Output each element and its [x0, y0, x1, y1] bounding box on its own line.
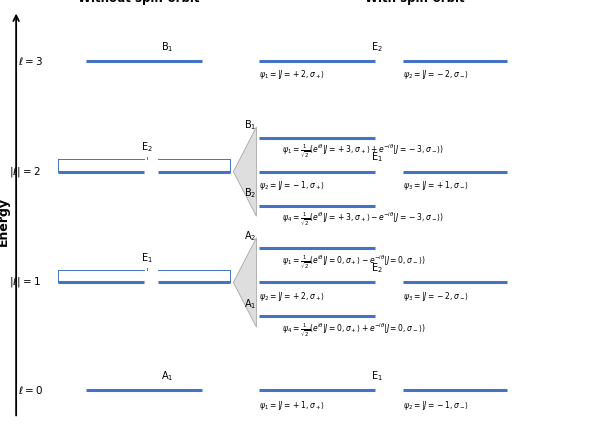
- Text: $\psi_1 = \frac{1}{\sqrt{2}}(e^{i\theta}|J = 0, \sigma_+\rangle - e^{-i\theta}|J: $\psi_1 = \frac{1}{\sqrt{2}}(e^{i\theta}…: [283, 254, 426, 271]
- Text: B$_2$: B$_2$: [244, 186, 257, 200]
- Text: $\psi_4 = \frac{1}{\sqrt{2}}(e^{i\theta}|J = +3, \sigma_+\rangle - e^{-i\theta}|: $\psi_4 = \frac{1}{\sqrt{2}}(e^{i\theta}…: [283, 211, 445, 228]
- Text: B$_1$: B$_1$: [244, 118, 257, 132]
- Text: $\psi_3 = |J = +1, \sigma_-\rangle$: $\psi_3 = |J = +1, \sigma_-\rangle$: [404, 179, 469, 192]
- Text: A$_1$: A$_1$: [244, 297, 257, 311]
- Text: B$_1$: B$_1$: [161, 40, 173, 54]
- Text: $\psi_2 = |J = -1, \sigma_+\rangle$: $\psi_2 = |J = -1, \sigma_+\rangle$: [260, 179, 325, 192]
- Text: $\psi_1 = \frac{1}{\sqrt{2}}(e^{i\theta}|J = +3, \sigma_+\rangle + e^{-i\theta}|: $\psi_1 = \frac{1}{\sqrt{2}}(e^{i\theta}…: [283, 143, 445, 160]
- Text: $\psi_1 = |J = +2, \sigma_+\rangle$: $\psi_1 = |J = +2, \sigma_+\rangle$: [260, 68, 325, 81]
- Text: $|\ell| = 2$: $|\ell| = 2$: [9, 165, 41, 178]
- Text: $\psi_3 = |J = -2, \sigma_-\rangle$: $\psi_3 = |J = -2, \sigma_-\rangle$: [404, 290, 469, 302]
- Text: A$_2$: A$_2$: [244, 229, 257, 243]
- Text: $\psi_4 = \frac{1}{\sqrt{2}}(e^{i\theta}|J = 0, \sigma_+\rangle + e^{-i\theta}|J: $\psi_4 = \frac{1}{\sqrt{2}}(e^{i\theta}…: [283, 322, 426, 339]
- Text: $\psi_2 = |J = +2, \sigma_+\rangle$: $\psi_2 = |J = +2, \sigma_+\rangle$: [260, 290, 325, 302]
- Polygon shape: [234, 238, 257, 327]
- Text: $\ell = 3$: $\ell = 3$: [18, 55, 43, 67]
- Text: E$_1$: E$_1$: [371, 151, 384, 164]
- Text: Energy: Energy: [0, 197, 10, 246]
- Text: E$_2$: E$_2$: [371, 40, 384, 54]
- Text: $\ell = 0$: $\ell = 0$: [18, 384, 43, 396]
- Text: E$_2$: E$_2$: [371, 261, 384, 275]
- Text: With spin-orbit: With spin-orbit: [365, 0, 465, 5]
- Text: $\psi_1 = |J = +1, \sigma_+\rangle$: $\psi_1 = |J = +1, \sigma_+\rangle$: [260, 399, 325, 411]
- Text: $\psi_2 = |J = -2, \sigma_-\rangle$: $\psi_2 = |J = -2, \sigma_-\rangle$: [404, 68, 469, 81]
- Text: $|\ell| = 1$: $|\ell| = 1$: [8, 275, 41, 290]
- Text: A$_1$: A$_1$: [161, 369, 173, 383]
- Text: E$_2$: E$_2$: [141, 141, 153, 154]
- Polygon shape: [234, 127, 257, 216]
- Text: E$_1$: E$_1$: [371, 369, 384, 383]
- Text: $\psi_2 = |J = -1, \sigma_-\rangle$: $\psi_2 = |J = -1, \sigma_-\rangle$: [404, 399, 469, 411]
- Text: Without spin-orbit: Without spin-orbit: [77, 0, 199, 5]
- Text: E$_1$: E$_1$: [141, 251, 153, 265]
